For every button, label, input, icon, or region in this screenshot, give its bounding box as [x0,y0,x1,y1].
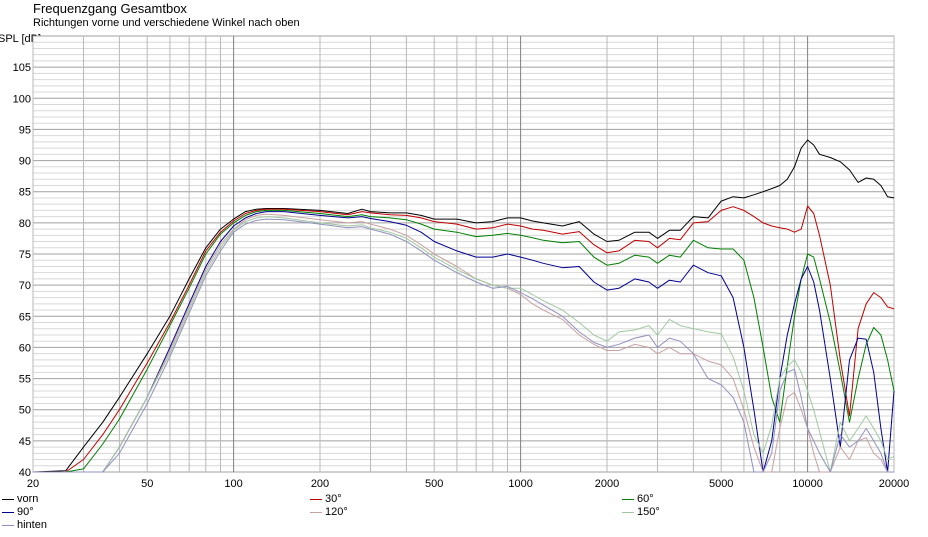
x-tick-labels: 20 50 100 200 500 1000 2000 5000 10000 20000 [27,478,909,490]
y-tick-label: 60 [19,342,31,354]
y-tick-label: 100 [13,93,31,105]
legend-swatch [2,512,14,513]
y-tick-label: 80 [19,218,31,230]
y-tick-label: 90 [19,156,31,168]
legend-swatch [2,499,14,500]
legend-item-hinten: hinten [2,519,47,532]
series-line-30 [33,205,895,473]
x-tick-label: 500 [425,478,443,490]
chart-subtitle: Richtungen vorne und verschiedene Winkel… [33,17,300,29]
x-tick-label: 5000 [709,478,733,490]
legend-label: 150° [637,506,660,518]
legend-swatch [310,499,322,500]
y-tick-label: 45 [19,436,31,448]
series-line-vorn [32,139,895,473]
legend: vorn 30° 60° 90° 120° 150° hinten [0,493,928,537]
legend-item-vorn: vorn [2,493,38,506]
legend-swatch [2,525,14,526]
legend-swatch [622,512,634,513]
y-tick-labels: 40 45 50 55 60 65 70 75 80 85 90 95 100 105 [13,62,31,479]
y-tick-label: 95 [19,124,31,136]
series-lines [32,139,895,473]
legend-label: 120° [325,506,348,518]
series-line-120 [33,213,894,473]
legend-item-30: 30° [310,493,342,506]
y-tick-label: 70 [19,280,31,292]
x-tick-label: 200 [311,478,329,490]
legend-item-120: 120° [310,506,348,519]
x-tick-label: 50 [141,478,153,490]
series-line-hinten [33,218,894,473]
legend-label: hinten [17,519,47,531]
x-tick-label: 10000 [792,478,823,490]
legend-item-60: 60° [622,493,654,506]
x-tick-label: 2000 [595,478,619,490]
y-tick-label: 40 [19,467,31,479]
y-tick-label: 85 [19,187,31,199]
legend-label: 60° [637,493,654,505]
y-tick-label: 105 [13,62,31,74]
legend-item-90: 90° [2,506,34,519]
legend-swatch [622,499,634,500]
legend-item-150: 150° [622,506,660,519]
grid [32,35,895,473]
chart-title: Frequenzgang Gesamtbox [33,1,187,16]
series-line-90 [33,211,895,473]
y-tick-label: 55 [19,374,31,386]
legend-swatch [310,512,322,513]
series-line-60 [33,209,895,473]
x-tick-label: 20000 [879,478,910,490]
y-tick-label: 50 [19,405,31,417]
series-line-150 [33,216,895,473]
x-tick-label: 20 [27,478,39,490]
x-tick-label: 100 [224,478,242,490]
y-axis-label: SPL [dB] [0,33,42,45]
legend-label: vorn [17,493,39,505]
x-tick-label: 1000 [508,478,532,490]
y-tick-label: 75 [19,249,31,261]
legend-label: 90° [17,506,34,518]
y-tick-label: 65 [19,311,31,323]
legend-label: 30° [325,493,342,505]
